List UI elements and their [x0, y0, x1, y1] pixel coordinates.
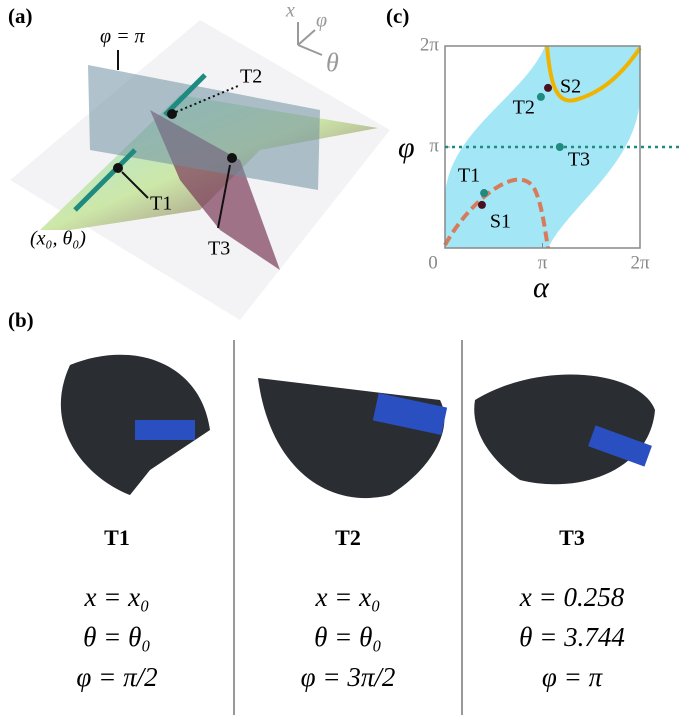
- photo: [258, 378, 444, 498]
- plane-label: φ = π: [100, 26, 146, 48]
- point: [478, 201, 486, 209]
- point-label: S2: [560, 75, 581, 97]
- axis-label: θ: [326, 48, 339, 77]
- point: [537, 93, 545, 101]
- y-tick-label: 2π: [420, 34, 440, 55]
- panel-label: (c): [386, 4, 409, 28]
- point-label: T1: [458, 165, 480, 187]
- point: [556, 143, 564, 151]
- equation: φ = 3π/2: [301, 662, 396, 692]
- x-tick-label: π: [538, 252, 548, 273]
- point-label: T2: [240, 66, 262, 88]
- point: [167, 109, 177, 119]
- state-label: T2: [335, 525, 361, 550]
- x-tick-label: 2π: [630, 252, 650, 273]
- x-tick-label: 0: [428, 252, 438, 273]
- equation: θ = 3.744: [519, 622, 625, 652]
- point-label: T3: [208, 238, 230, 260]
- state-label: T3: [559, 525, 585, 550]
- x-axis-label: α: [533, 271, 550, 304]
- state-label: T1: [104, 525, 130, 550]
- point: [480, 189, 488, 197]
- photo: [135, 420, 195, 440]
- equation: φ = π/2: [76, 662, 157, 692]
- equation: x = x₀: [83, 582, 149, 612]
- equation: φ = π: [542, 662, 604, 692]
- axis-label: x: [285, 0, 295, 22]
- start-label: (x₀, θ₀): [30, 228, 86, 250]
- equation: θ = θ₀: [314, 622, 382, 652]
- equation: x = x₀: [314, 582, 380, 612]
- y-axis-label: φ: [398, 131, 415, 164]
- panel-label: (b): [8, 308, 34, 332]
- point-label: T3: [568, 149, 590, 171]
- photo: [474, 375, 655, 485]
- axis-label: φ: [316, 10, 327, 32]
- panel-label: (a): [8, 4, 33, 28]
- equation: θ = θ₀: [83, 622, 151, 652]
- point: [227, 153, 237, 163]
- point-label: S1: [490, 211, 511, 233]
- y-tick-label: π: [429, 135, 439, 156]
- point-label: T2: [513, 96, 535, 118]
- point-label: T1: [150, 193, 172, 215]
- figure: (a) φ = π T1 T2 T3 (x₀, θ₀) x φ θ (c) φ …: [0, 0, 679, 715]
- point: [544, 84, 552, 92]
- equation: x = 0.258: [519, 582, 625, 612]
- point: [113, 163, 123, 173]
